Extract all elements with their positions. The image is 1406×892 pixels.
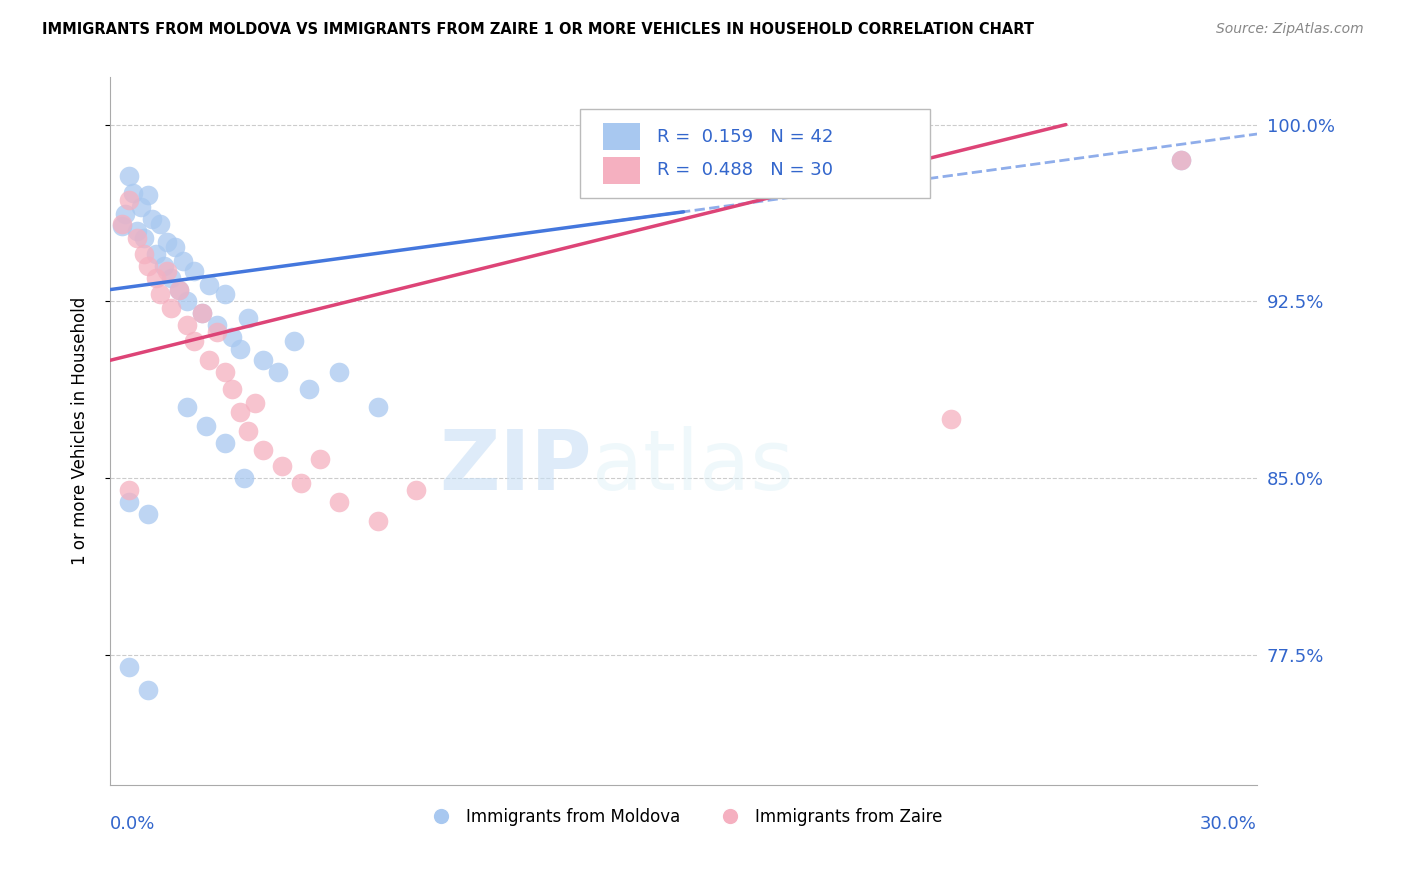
Point [191,306,214,320]
Point [156,235,179,250]
Point [167,283,190,297]
Point [114,207,136,221]
Point [110,217,132,231]
Point [1170,153,1192,167]
Point [136,683,159,698]
Point [205,318,228,332]
Point [328,365,350,379]
Point [214,287,236,301]
Point [236,310,259,325]
Point [367,514,389,528]
Point [141,211,163,226]
Point [145,270,167,285]
Point [176,401,198,415]
Point [221,330,243,344]
Point [136,188,159,202]
Text: R =  0.159   N = 42: R = 0.159 N = 42 [657,128,834,146]
Point [309,452,332,467]
Point [118,495,141,509]
Point [176,294,198,309]
Point [232,471,254,485]
Legend: Immigrants from Moldova, Immigrants from Zaire: Immigrants from Moldova, Immigrants from… [418,802,949,833]
Text: IMMIGRANTS FROM MOLDOVA VS IMMIGRANTS FROM ZAIRE 1 OR MORE VEHICLES IN HOUSEHOLD: IMMIGRANTS FROM MOLDOVA VS IMMIGRANTS FR… [42,22,1035,37]
Point [252,442,274,457]
Point [229,405,252,419]
Point [172,254,194,268]
Point [183,264,205,278]
Point [152,259,174,273]
Point [167,283,190,297]
Point [214,365,236,379]
Point [405,483,427,497]
FancyBboxPatch shape [581,109,931,198]
Point [198,277,221,292]
Point [160,270,183,285]
Point [328,495,350,509]
Point [267,365,290,379]
Point [367,401,389,415]
Point [125,231,148,245]
Point [298,382,321,396]
Point [136,507,159,521]
Point [129,200,152,214]
Text: 30.0%: 30.0% [1201,815,1257,833]
Point [214,435,236,450]
Text: R =  0.488   N = 30: R = 0.488 N = 30 [657,161,834,179]
Text: ZIP: ZIP [439,425,592,507]
Y-axis label: 1 or more Vehicles in Household: 1 or more Vehicles in Household [72,297,89,566]
Point [118,483,141,497]
Point [245,396,267,410]
Point [236,424,259,438]
Point [1170,153,1192,167]
Point [198,353,221,368]
Point [941,412,963,426]
Point [271,459,294,474]
Point [134,247,156,261]
Point [118,660,141,674]
Point [118,193,141,207]
Point [110,219,132,233]
Point [149,287,172,301]
Point [183,334,205,349]
Point [125,224,148,238]
Point [252,353,274,368]
Point [194,419,217,434]
Text: atlas: atlas [592,425,793,507]
Point [596,169,619,184]
Point [221,382,243,396]
Point [290,475,312,490]
Point [145,247,167,261]
Point [283,334,305,349]
Point [205,325,228,339]
Point [160,301,183,316]
Point [136,259,159,273]
Point [176,318,198,332]
Point [156,264,179,278]
Point [191,306,214,320]
Point [149,217,172,231]
Point [118,169,141,184]
Point [165,240,187,254]
Text: Source: ZipAtlas.com: Source: ZipAtlas.com [1216,22,1364,37]
Bar [603,157,640,184]
Bar [603,123,640,150]
Point [134,231,156,245]
Text: 0.0%: 0.0% [110,815,156,833]
Point [229,342,252,356]
Point [122,186,145,200]
